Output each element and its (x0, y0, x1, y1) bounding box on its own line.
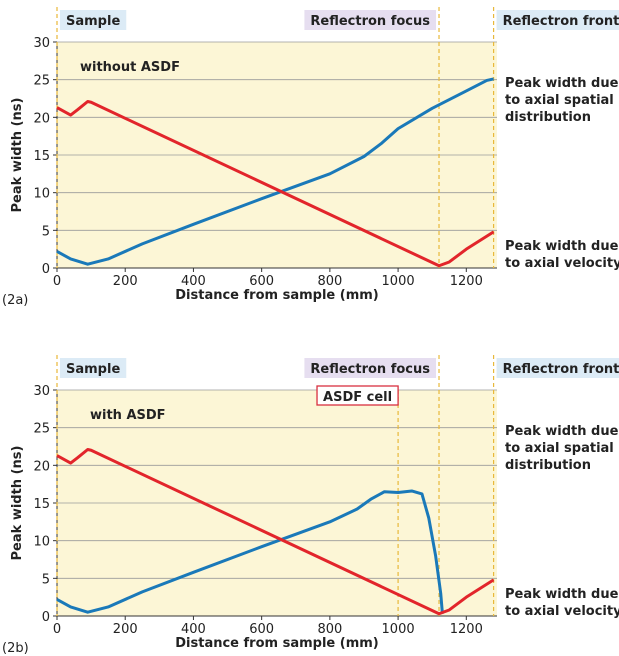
y-tick-label: 0 (42, 262, 50, 277)
y-tick-label: 20 (33, 459, 50, 474)
y-tick-label: 15 (33, 149, 50, 164)
y-axis-label: Peak width (ns) (10, 446, 25, 561)
x-tick-label: 600 (249, 274, 274, 289)
y-tick-label: 30 (33, 36, 50, 51)
series-line (56, 77, 494, 266)
marker-label: Reflectron front (503, 362, 619, 377)
series-label: Peak width due to axial spatial distributi… (505, 424, 619, 473)
y-tick-label: 0 (42, 610, 50, 625)
x-tick-label: 1000 (382, 274, 415, 289)
marker-label-bg (304, 10, 437, 30)
x-tick-label: 400 (181, 622, 206, 637)
y-tick-label: 5 (42, 572, 50, 587)
panel-label: (2b) (2, 641, 29, 656)
annotation: with ASDF (90, 408, 166, 423)
x-tick-label: 1000 (382, 622, 415, 637)
y-tick-label: 5 (42, 224, 50, 239)
x-tick-label: 800 (317, 622, 342, 637)
x-tick-label: 1200 (450, 274, 483, 289)
y-tick-label: 15 (33, 497, 50, 512)
marker-label-bg (496, 10, 619, 30)
x-tick-label: 200 (113, 274, 138, 289)
x-tick-label: 0 (53, 274, 61, 289)
cell-label: ASDF cell (323, 390, 392, 405)
y-axis-label: Peak width (ns) (10, 98, 25, 213)
series-label: Peak width due to axial velocity (505, 587, 619, 619)
series-line (56, 100, 495, 268)
cell-label-box (316, 385, 399, 406)
y-tick-label: 25 (33, 422, 50, 437)
x-axis-label: Distance from sample (mm) (175, 288, 378, 303)
annotation: without ASDF (80, 60, 180, 75)
marker-label-bg (60, 10, 127, 30)
marker-label: Sample (66, 362, 120, 377)
marker-label: Reflectron front (503, 14, 619, 29)
series-line (56, 489, 444, 614)
series-label: Peak width due to axial spatial distributi… (505, 76, 619, 125)
marker-label: Reflectron focus (310, 14, 430, 29)
x-tick-label: 200 (113, 622, 138, 637)
marker-label-bg (60, 358, 127, 378)
marker-label-bg (304, 358, 437, 378)
x-tick-label: 600 (249, 622, 274, 637)
x-axis-label: Distance from sample (mm) (175, 636, 378, 651)
x-tick-label: 0 (53, 622, 61, 637)
series-label: Peak width due to axial velocity (505, 239, 619, 271)
series-line (56, 448, 495, 616)
y-tick-label: 30 (33, 384, 50, 399)
y-tick-label: 20 (33, 111, 50, 126)
marker-label: Sample (66, 14, 120, 29)
x-tick-label: 400 (181, 274, 206, 289)
y-tick-label: 10 (33, 187, 50, 202)
y-tick-label: 10 (33, 535, 50, 550)
marker-label: Reflectron focus (310, 362, 430, 377)
panel-label: (2a) (2, 293, 28, 308)
marker-label-bg (496, 358, 619, 378)
x-tick-label: 800 (317, 274, 342, 289)
y-tick-label: 25 (33, 74, 50, 89)
x-tick-label: 1200 (450, 622, 483, 637)
